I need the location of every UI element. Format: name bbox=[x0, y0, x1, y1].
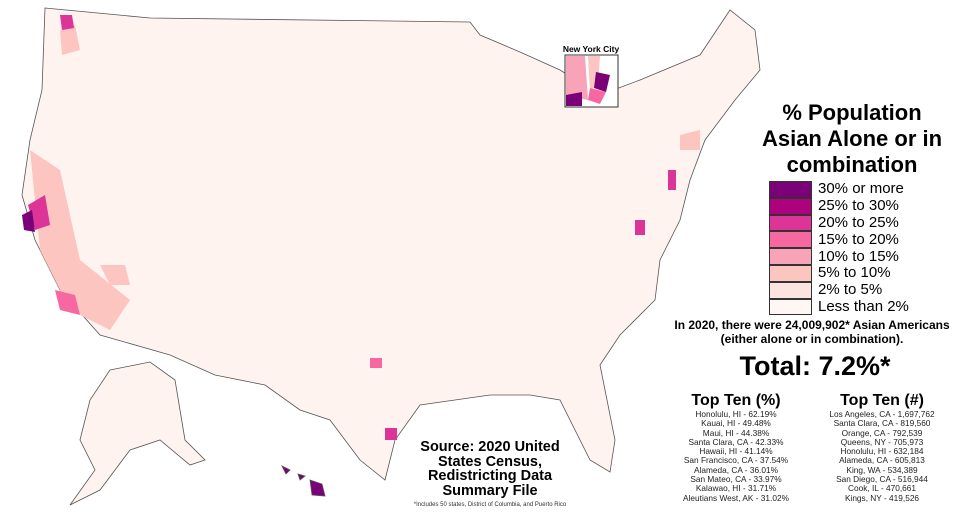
legend-label: 5% to 10% bbox=[818, 264, 891, 282]
hawaii bbox=[281, 465, 326, 497]
list-item: Cook, IL - 470,661 bbox=[848, 483, 916, 494]
list-item: Los Angeles, CA - 1,697,762 bbox=[829, 409, 935, 419]
nyc-inset bbox=[564, 54, 619, 108]
legend-label: 20% to 25% bbox=[818, 213, 899, 231]
legend-swatch bbox=[769, 298, 812, 316]
legend-label: Less than 2% bbox=[818, 297, 909, 315]
list-item: Aleutians West, AK - 31.02% bbox=[683, 492, 789, 503]
top-ten-percent: Top Ten (%) Honolulu, HI - 62.19% Kauai,… bbox=[662, 391, 810, 503]
legend-swatch bbox=[769, 214, 812, 232]
top-ten-percent-heading: Top Ten (%) bbox=[691, 392, 781, 409]
source-text: Source: 2020 United States Census, Redis… bbox=[420, 439, 560, 499]
list-item: Orange, CA - 792,539 bbox=[841, 427, 923, 438]
legend-swatch bbox=[769, 264, 812, 282]
legend-item: 20% to 25% bbox=[769, 213, 909, 232]
contiguous-us bbox=[21, 7, 761, 481]
alaska bbox=[69, 361, 206, 506]
list-item: Queens, NY - 705,973 bbox=[840, 436, 924, 447]
top-ten-number: Top Ten (#) Los Angeles, CA - 1,697,762 … bbox=[808, 391, 956, 503]
legend-item: 15% to 20% bbox=[769, 230, 909, 249]
legend-item: 5% to 10% bbox=[769, 265, 909, 282]
list-item: Kauai, HI - 49.48% bbox=[701, 418, 771, 429]
legend-title: % Population Asian Alone or in combinati… bbox=[761, 100, 943, 177]
list-item: Santa Clara, CA - 42.33% bbox=[688, 436, 784, 447]
list-item: Honolulu, HI - 632,184 bbox=[840, 446, 924, 457]
legend-swatch bbox=[769, 181, 812, 198]
top-ten-number-heading: Top Ten (#) bbox=[840, 392, 924, 409]
high-share-counties bbox=[22, 15, 700, 440]
legend-label: 30% or more bbox=[818, 180, 904, 198]
list-item: San Mateo, CA - 33.97% bbox=[690, 474, 782, 485]
legend-label: 15% to 20% bbox=[818, 230, 899, 248]
list-item: Kalawao, HI - 31.71% bbox=[695, 483, 777, 494]
legend-swatch bbox=[769, 197, 812, 215]
legend-swatch bbox=[769, 231, 812, 249]
legend-item: 30% or more bbox=[769, 181, 909, 198]
legend-item: 25% to 30% bbox=[769, 198, 909, 215]
footnote: *Includes 50 states, District of Columbi… bbox=[413, 502, 567, 508]
list-item: San Diego, CA - 516,944 bbox=[836, 474, 928, 485]
inset-label: New York City bbox=[562, 44, 620, 54]
legend: 30% or more 25% to 30% 20% to 25% 15% to… bbox=[769, 181, 909, 316]
list-item: Alameda, CA - 605,813 bbox=[839, 455, 925, 466]
list-item: Kings, NY - 419,526 bbox=[844, 492, 920, 503]
legend-swatch bbox=[769, 281, 812, 299]
list-item: Alameda, CA - 36.01% bbox=[694, 464, 778, 475]
list-item: Honolulu, HI - 62.19% bbox=[695, 409, 777, 419]
list-item: San Francisco, CA - 37.54% bbox=[683, 455, 789, 466]
legend-item: Less than 2% bbox=[769, 297, 909, 316]
legend-item: 2% to 5% bbox=[769, 282, 909, 299]
legend-swatch bbox=[769, 248, 812, 265]
list-item: King, WA - 534,389 bbox=[846, 464, 918, 475]
list-item: Maui, HI - 44.38% bbox=[702, 427, 770, 438]
summary-text: In 2020, there were 24,009,902* Asian Am… bbox=[674, 318, 950, 346]
list-item: Santa Clara, CA - 819,560 bbox=[833, 418, 931, 429]
legend-label: 25% to 30% bbox=[818, 197, 899, 215]
list-item: Hawaii, HI - 41.14% bbox=[699, 446, 773, 457]
total-percentage: Total: 7.2%* bbox=[739, 351, 891, 381]
legend-label: 10% to 15% bbox=[818, 247, 899, 265]
legend-label: 2% to 5% bbox=[818, 281, 883, 299]
legend-item: 10% to 15% bbox=[769, 248, 909, 265]
